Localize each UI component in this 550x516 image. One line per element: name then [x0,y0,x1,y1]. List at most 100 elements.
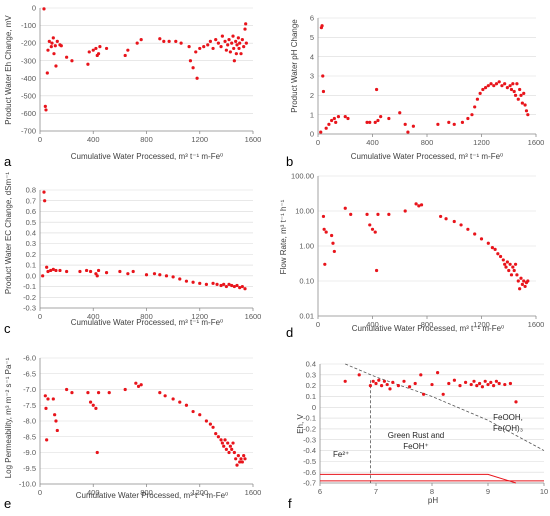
data-point-e [214,432,218,436]
data-point-c [219,283,223,288]
data-point-e [46,397,50,401]
data-point-e [54,419,58,423]
data-point-a [198,46,202,51]
data-point-e [136,384,141,388]
data-point-d [490,246,494,250]
data-point-f [413,381,417,386]
xtick-label-d: 800 [421,320,434,329]
ytick-label-e: -9.0 [23,448,36,457]
xlabel-b: Cumulative Water Processed, m³ t⁻¹ m-Fe⁰ [351,152,504,161]
data-point-b [520,101,524,105]
data-point-e [184,403,189,407]
data-point-d [505,260,509,264]
ytick-label-f: 0.4 [306,360,316,369]
data-point-f [374,381,378,386]
data-point-a [51,36,55,40]
phase-boundary-red [320,473,517,484]
data-point-d [523,284,527,289]
data-point-a [219,45,223,49]
data-point-a [135,41,139,45]
ytick-label-b: 5 [310,33,314,42]
data-point-b [403,122,407,126]
data-point-d [417,204,421,208]
data-point-c [240,284,244,289]
ytick-label-b: 2 [310,91,314,100]
data-point-b [492,84,496,88]
data-point-c [215,282,219,286]
data-point-b [327,122,331,126]
panel-e: -6.0 -6.5 -7.0 -7.5 -8.0 -8.5 -9.0 -9.5 -10.00 40… [4,354,261,511]
data-point-d [512,268,516,273]
data-point-b [330,118,334,123]
data-point-f [377,378,381,382]
data-point-c [88,269,93,274]
data-point-d [507,268,511,273]
data-point-e [95,450,99,455]
data-point-a [126,48,130,52]
data-point-f [447,381,451,386]
data-point-b [452,122,456,126]
ytick-label-a: 0 [32,4,36,13]
data-point-b [497,80,501,84]
ytick-label-f: -0.3 [303,435,316,444]
data-point-a [179,41,183,45]
data-point-c [224,284,228,289]
xtick-label-a: 800 [140,135,153,144]
data-point-e [43,394,47,398]
data-point-a [206,43,210,47]
ytick-label-c: 0.6 [26,207,36,216]
ytick-label-b: 4 [310,52,314,61]
data-point-a [243,27,247,31]
data-point-a [54,64,58,68]
data-point-b [324,126,328,130]
data-point-b [460,120,465,124]
ytick-label-c: 0.8 [26,186,36,195]
data-point-a [223,39,227,43]
data-point-e [204,419,209,423]
xtick-label-f: 7 [374,487,378,496]
data-point-e [86,391,90,395]
ytick-label-f: 0.1 [306,392,316,401]
ytick-label-e: -6.0 [23,354,36,363]
data-point-b [374,87,379,92]
ytick-label-c: -0.1 [23,282,36,291]
data-point-b [343,115,347,119]
data-point-d [322,227,326,231]
data-point-a [42,7,46,11]
data-point-a [216,41,220,45]
data-point-b [379,115,383,119]
ytick-label-f: -0.6 [303,468,316,477]
ylabel-f: Eh, V [296,414,305,434]
data-point-d [501,258,505,262]
ytick-label-b: 6 [310,14,314,23]
panel-d: 100.00 10.00 1.00 0.10 0.010 400 800 1200 1600 C… [279,172,544,340]
data-point-d [365,212,369,216]
ytick-label-e: -8.5 [23,432,36,441]
data-point-f [452,378,456,382]
ytick-label-d: 1.00 [299,242,314,251]
ytick-label-f: 0 [312,403,316,412]
ylabel-e: Log Permeability, m³ m⁻² s⁻¹ Pa⁻¹ [4,357,13,478]
ytick-label-f: -0.4 [303,446,316,455]
data-point-e [226,441,230,445]
data-point-e [231,441,235,445]
data-point-b [519,93,523,97]
data-point-a [239,52,243,56]
data-point-b [475,97,480,101]
data-point-d [323,262,327,266]
data-point-f [419,373,423,377]
data-point-a [191,66,195,70]
panel-label-d: d [286,325,293,340]
data-point-a [123,53,127,58]
ytick-label-c: -0.2 [23,293,36,302]
data-point-d [331,241,335,245]
data-point-c [118,269,122,274]
data-point-a [70,59,74,63]
data-point-d [518,287,522,291]
ylabel-c: Product Water EC Change, dSm⁻¹ [4,172,13,295]
data-point-e [242,454,246,458]
data-point-c [78,269,82,274]
data-point-d [439,214,443,219]
data-point-c [222,282,226,286]
